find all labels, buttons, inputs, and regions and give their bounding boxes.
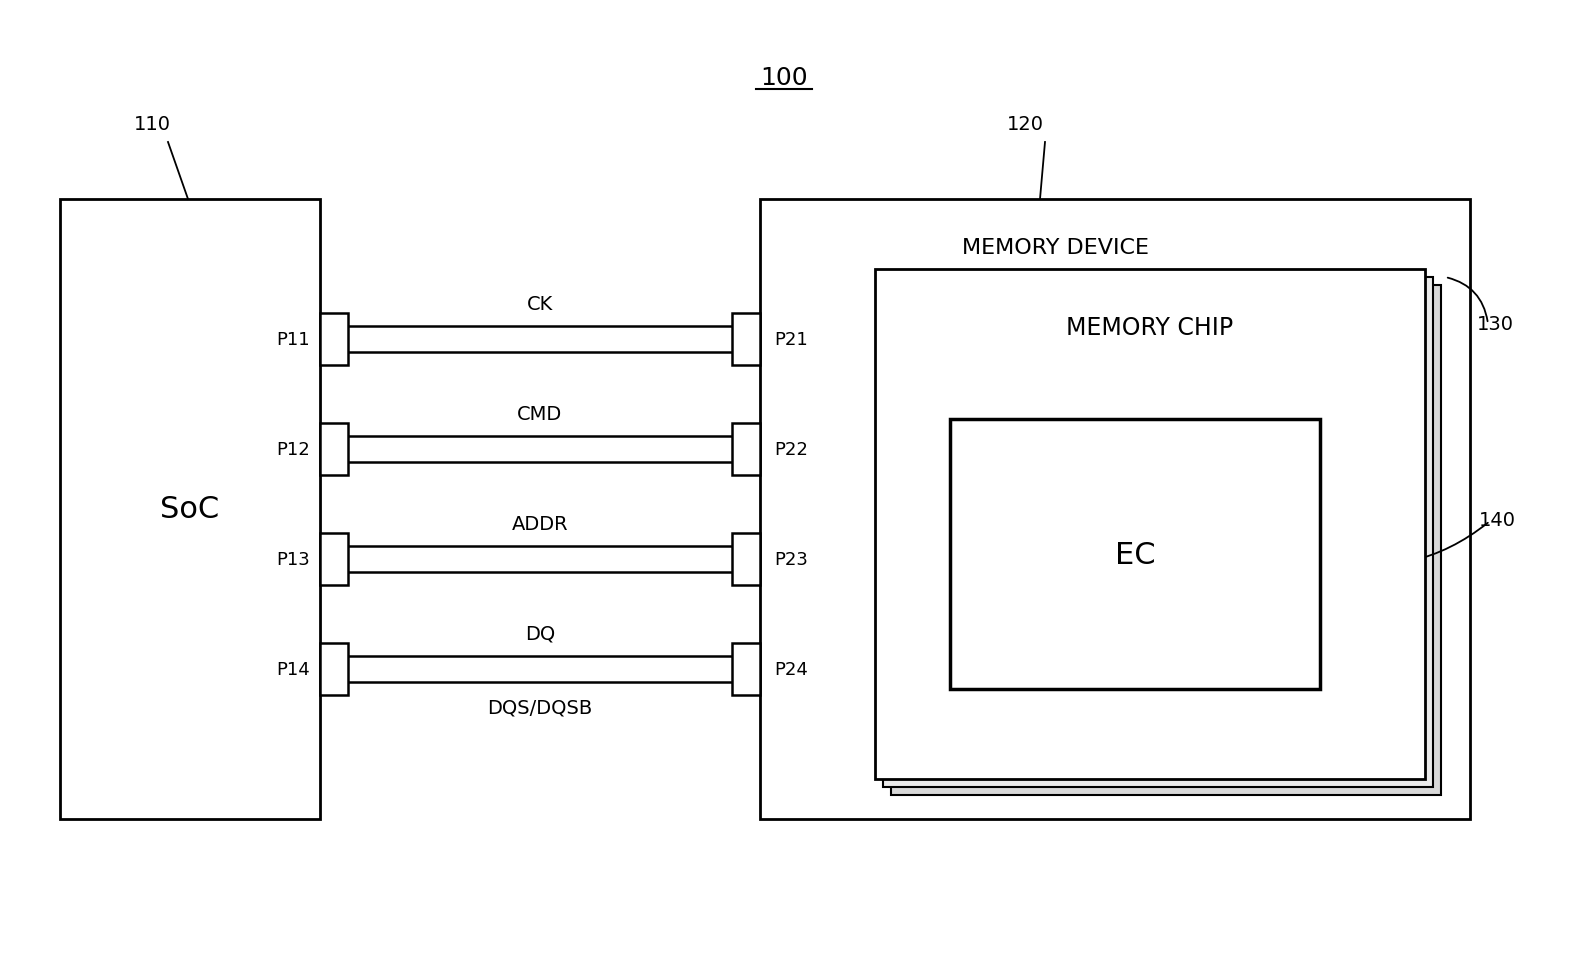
Text: ADDR: ADDR [511,514,568,533]
Bar [949,420,1320,689]
Text: EC: EC [1114,540,1155,569]
Bar [883,278,1432,787]
Bar [733,423,759,476]
Text: 100: 100 [761,66,808,90]
Text: P11: P11 [276,330,311,349]
Text: P13: P13 [276,550,311,569]
Bar [60,200,320,819]
Bar [759,200,1470,819]
Text: P22: P22 [774,441,808,458]
Text: P12: P12 [276,441,311,458]
Text: 110: 110 [133,115,171,135]
Text: P21: P21 [774,330,808,349]
Bar [320,423,348,476]
Text: P14: P14 [276,660,311,678]
Bar [733,314,759,365]
Text: MEMORY CHIP: MEMORY CHIP [1067,316,1233,340]
Text: CMD: CMD [518,404,563,423]
Text: 130: 130 [1476,315,1514,334]
Text: CK: CK [527,295,554,313]
Bar [876,269,1425,779]
Bar [320,314,348,365]
Text: P23: P23 [774,550,808,569]
Text: DQS/DQSB: DQS/DQSB [488,698,593,717]
Text: MEMORY DEVICE: MEMORY DEVICE [962,237,1149,258]
Bar [320,643,348,696]
Bar [891,286,1440,796]
Bar [733,534,759,585]
Text: DQ: DQ [526,624,555,642]
Text: P24: P24 [774,660,808,678]
Text: 140: 140 [1478,510,1516,529]
Text: SoC: SoC [160,495,220,524]
Text: 120: 120 [1006,115,1043,135]
Bar [320,534,348,585]
Bar [733,643,759,696]
